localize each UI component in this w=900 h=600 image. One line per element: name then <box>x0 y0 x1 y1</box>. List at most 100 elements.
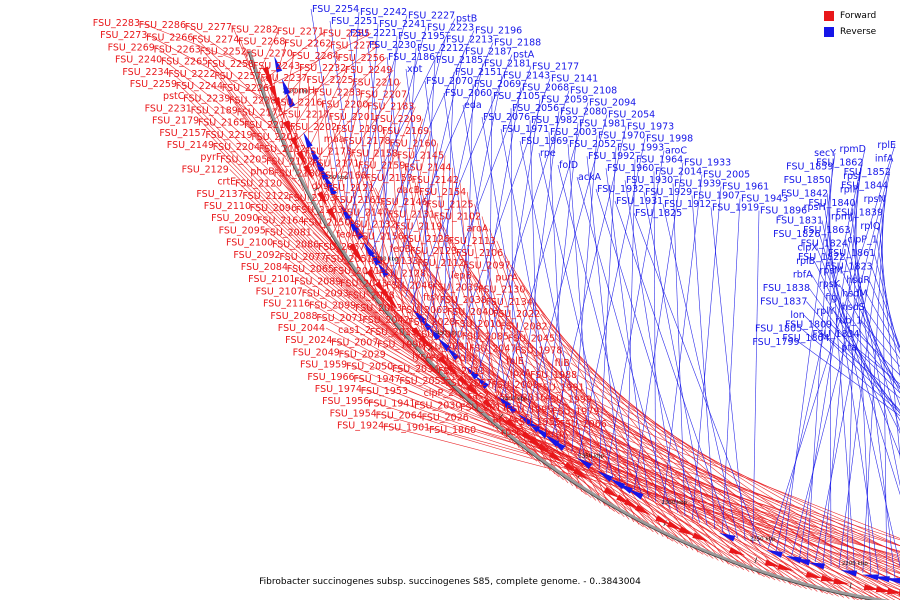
reverse-gene-arrow <box>785 555 802 564</box>
reverse-gene-label: infA <box>875 154 894 165</box>
forward-gene-label: FSU_2125 <box>426 199 473 210</box>
reverse-gene-leader <box>367 27 427 245</box>
reverse-gene-leader <box>843 256 900 406</box>
forward-gene-leader <box>258 33 372 92</box>
forward-gene-leader <box>546 397 900 563</box>
reverse-gene-leader <box>598 147 617 470</box>
reverse-gene-label: FSU_1930 <box>626 175 673 186</box>
forward-gene-label: dxs <box>312 181 329 192</box>
forward-gene-label: FSU_2217 <box>283 110 330 121</box>
reverse-gene-label: FSU_1837 <box>760 297 807 308</box>
reverse-gene-arrow <box>281 78 291 95</box>
reverse-gene-arrow <box>627 489 644 500</box>
reverse-gene-label: FSU_2186 <box>388 52 435 63</box>
reverse-gene-label: FSU_2141 <box>551 74 598 85</box>
reverse-gene-label: hsdR <box>846 275 870 286</box>
forward-gene-label: FSU_2218 <box>244 120 291 131</box>
forward-gene-label: pstC <box>163 91 185 102</box>
forward-gene-leader <box>555 338 855 600</box>
reverse-gene-leader <box>841 270 900 394</box>
forward-gene-leader <box>578 374 900 580</box>
forward-gene-labels: FSU_2283FSU_2286FSU_2277FSU_2282FSU_2271… <box>93 18 607 440</box>
forward-gene-label: FSU_2244 <box>176 81 223 92</box>
reverse-gene-label: FSU_2060 <box>445 88 492 99</box>
forward-gene-label: FSU_2092 <box>233 250 280 261</box>
forward-gene-label: FSU_2121 <box>327 183 374 194</box>
forward-gene-label: FSU_1966 <box>307 372 354 383</box>
forward-gene-arrows <box>262 66 900 596</box>
forward-gene-leader <box>487 299 755 574</box>
forward-gene-label: FSU_2268 <box>238 37 285 48</box>
reverse-gene-leader <box>830 324 900 394</box>
reverse-gene-leader <box>453 78 551 353</box>
reverse-gene-leader <box>571 135 598 452</box>
forward-gene-label: FSU_2120 <box>235 179 282 190</box>
reverse-gene-leader <box>476 90 570 376</box>
forward-gene-label: FSU_2030 <box>414 400 461 411</box>
forward-gene-arrow <box>505 418 520 431</box>
reverse-gene-leader <box>846 189 858 570</box>
forward-gene-label: FSU_2045 <box>508 334 555 345</box>
forward-gene-label: FSU_2166 <box>320 171 367 182</box>
forward-gene-leader <box>592 399 900 555</box>
tick-label: 2500 kbp <box>373 256 399 262</box>
reverse-gene-label: FSU_1804 <box>782 333 829 344</box>
reverse-gene-arrow <box>303 132 313 148</box>
reverse-gene-leader <box>851 216 896 579</box>
forward-gene-arrow <box>655 515 672 526</box>
forward-gene-leader <box>186 24 252 71</box>
forward-gene-label: FSU_2065 <box>287 264 334 275</box>
forward-gene-leader <box>292 65 302 172</box>
forward-gene-label: FSU_2096 <box>250 203 297 214</box>
forward-gene-label: FSU_2252 <box>200 47 247 58</box>
reverse-gene-label: FSU_1852 <box>844 167 891 178</box>
forward-gene-leader <box>394 366 900 598</box>
reverse-gene-label: FSU_1839 <box>836 208 883 219</box>
reverse-gene-leader <box>806 301 900 412</box>
reverse-gene-label: FSU_1971 <box>502 124 549 135</box>
forward-gene-leader <box>486 370 900 591</box>
forward-gene-label: FSU_2286 <box>139 20 186 31</box>
forward-gene-leader <box>155 47 273 128</box>
forward-gene-label: FSU_2158 <box>351 148 398 159</box>
forward-gene-leader <box>240 39 265 107</box>
forward-gene-leader <box>417 331 839 597</box>
forward-gene-label: FSU_2128 <box>379 268 426 279</box>
forward-gene-label: FSU_1947 <box>353 374 400 385</box>
forward-gene-arrow <box>326 207 338 224</box>
reverse-gene-leader <box>443 92 484 381</box>
forward-gene-arrow <box>820 575 838 582</box>
forward-gene-label: FSU_2013 <box>438 366 485 377</box>
forward-gene-label: FSU_2027 <box>445 378 492 389</box>
forward-gene-arrow <box>303 164 314 181</box>
forward-gene-arrow <box>548 451 564 464</box>
forward-gene-leader <box>532 372 900 586</box>
forward-gene-label: FSU_2095 <box>219 225 266 236</box>
reverse-gene-leader <box>567 144 593 466</box>
forward-gene-label: FSU_2009 <box>491 380 538 391</box>
reverse-gene-leader <box>424 80 460 358</box>
forward-gene-label: FSU_2133 <box>371 256 418 267</box>
forward-gene-leader <box>236 181 482 418</box>
forward-gene-label: FSU_2041 <box>333 266 380 277</box>
forward-gene-leader <box>270 45 379 122</box>
reverse-gene-label: FSU_2188 <box>494 38 541 49</box>
reverse-gene-label: FSU_2108 <box>570 86 617 97</box>
reverse-gene-label: FSU_1969 <box>521 136 568 147</box>
forward-gene-label: FSU_1974 <box>315 384 362 395</box>
forward-gene-leader <box>388 283 714 559</box>
forward-gene-label: ftsY <box>423 293 441 304</box>
reverse-legend-label: Reverse <box>840 27 877 37</box>
reverse-gene-label: FSU_1809 <box>785 320 832 331</box>
forward-gene-label: lysA <box>412 352 432 363</box>
reverse-gene-label: FSU_1943 <box>741 194 788 205</box>
reverse-gene-leader <box>348 32 377 258</box>
forward-gene-label: FSU_2034 <box>392 364 439 375</box>
forward-gene-label: FSU_2090 <box>211 213 258 224</box>
reverse-gene-arrow <box>427 326 441 341</box>
forward-gene-leader <box>194 37 263 102</box>
forward-gene-leader <box>297 69 394 182</box>
reverse-gene-arrow <box>873 576 890 583</box>
forward-gene-label: FSU_1955 <box>514 417 561 428</box>
reverse-gene-label: FSU_2196 <box>475 26 522 37</box>
